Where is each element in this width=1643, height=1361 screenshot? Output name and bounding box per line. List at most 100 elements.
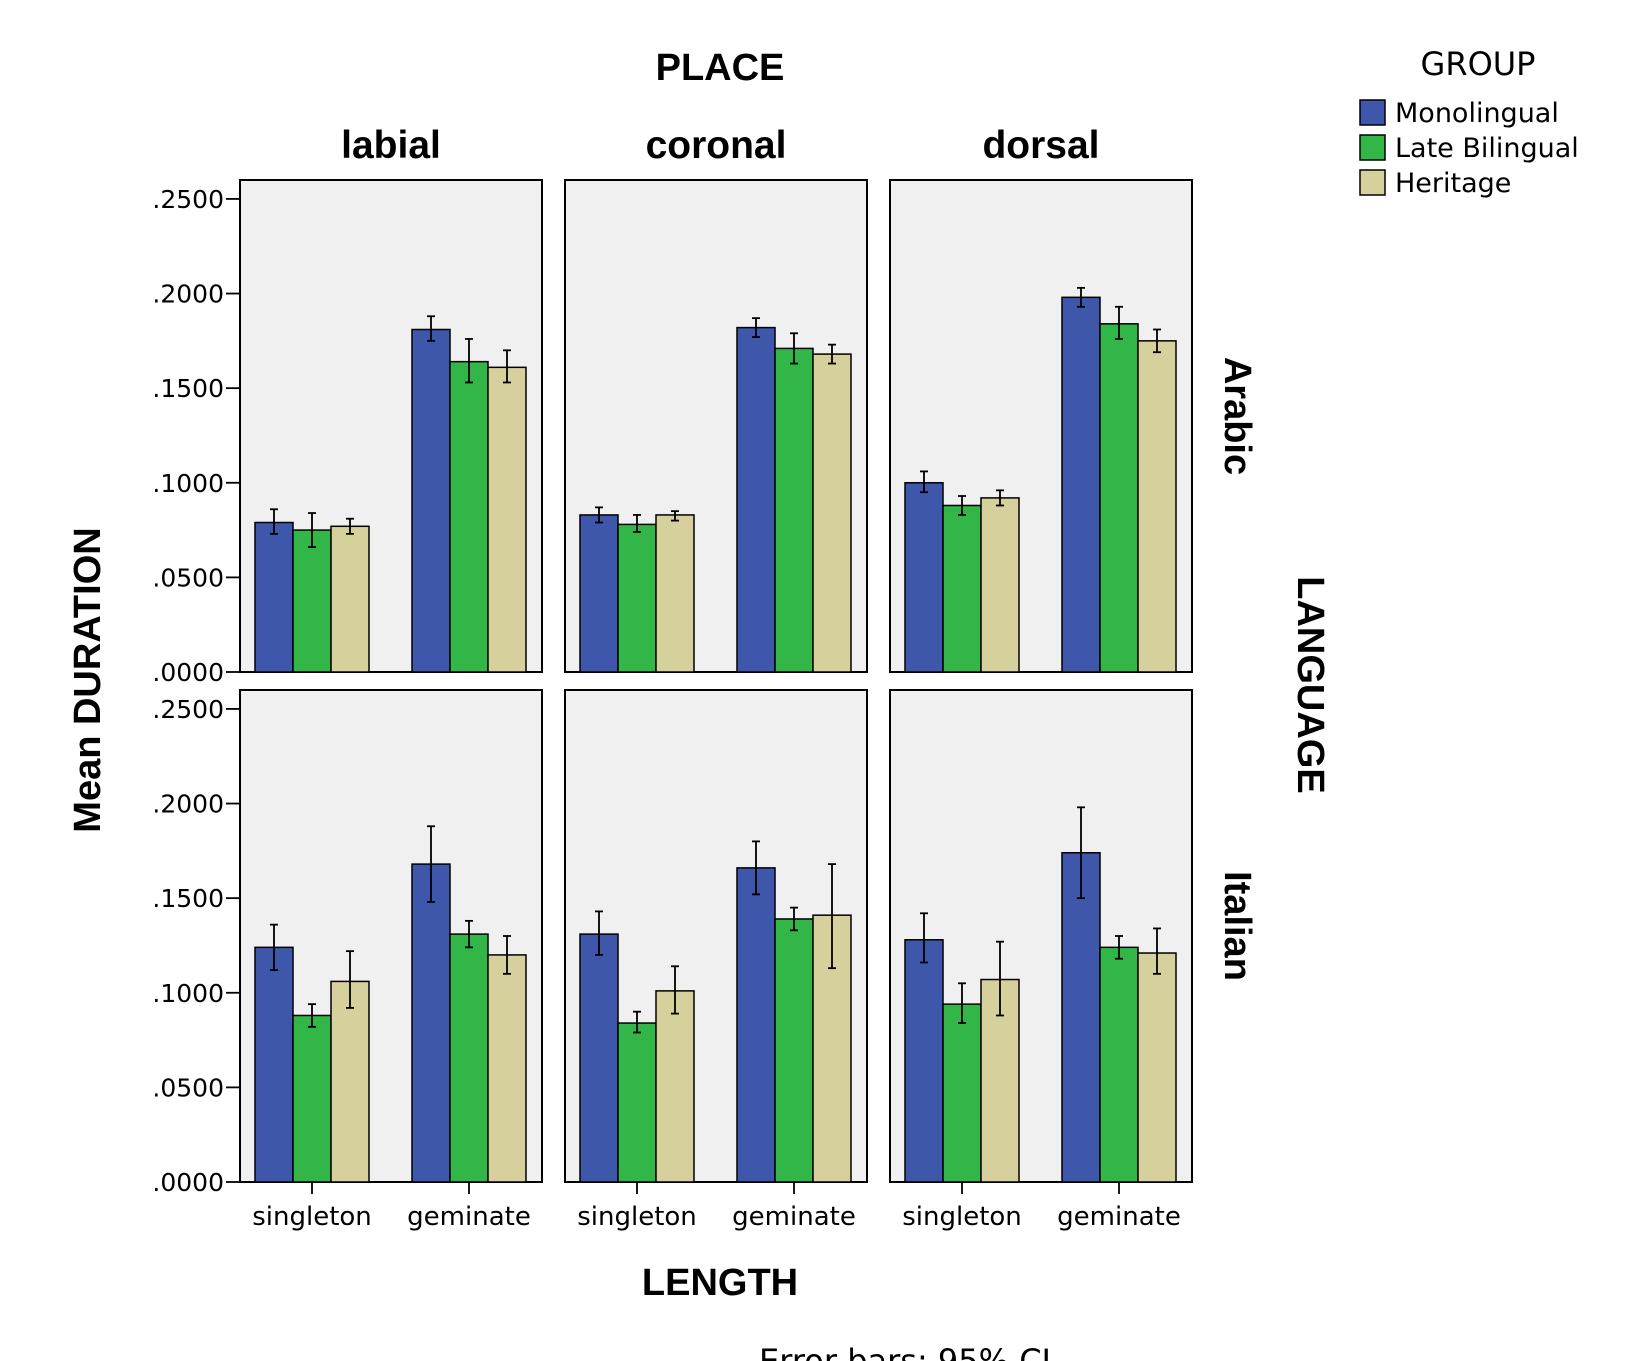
bar-singleton-heritage <box>330 980 370 1183</box>
y-tick-label: .1000 <box>152 469 224 498</box>
facet-column-label: coronal <box>646 124 787 167</box>
error-bar <box>752 317 760 338</box>
x-tick-label: singleton <box>577 1202 697 1232</box>
error-bar <box>996 940 1004 1017</box>
bar-geminate-late-bilingual <box>774 347 814 673</box>
x-tick-label: singleton <box>902 1202 1022 1232</box>
error-bar <box>958 495 966 516</box>
bar-singleton-monolingual <box>579 933 619 1183</box>
facet-row-title: LANGUAGE <box>1289 576 1331 793</box>
error-bar <box>308 1003 316 1028</box>
bar-geminate-monolingual <box>1061 296 1101 673</box>
bar-geminate-heritage <box>812 353 852 673</box>
bar-singleton-monolingual <box>579 514 619 673</box>
legend-label: Heritage <box>1395 168 1511 199</box>
error-bar <box>1115 935 1123 960</box>
x-tick-label: geminate <box>407 1202 531 1232</box>
error-bar <box>671 510 679 522</box>
facet-column-label: labial <box>341 124 441 167</box>
bar-singleton-heritage <box>655 990 695 1183</box>
bar-singleton-late-bilingual <box>617 523 657 673</box>
x-tick-label: singleton <box>252 1202 372 1232</box>
bar-geminate-monolingual <box>1061 851 1101 1183</box>
panel-italian-labial <box>239 689 543 1183</box>
bar-geminate-monolingual <box>411 863 451 1183</box>
error-bar <box>1077 286 1085 308</box>
error-bar <box>1115 305 1123 340</box>
error-bar <box>1077 806 1085 900</box>
bar-geminate-heritage <box>487 954 527 1183</box>
error-bar <box>790 906 798 932</box>
panels <box>239 179 1193 1183</box>
error-bar <box>595 910 603 956</box>
y-tick-label: .0500 <box>152 1073 224 1102</box>
bar-geminate-late-bilingual <box>449 360 489 673</box>
bar-singleton-monolingual <box>254 521 294 673</box>
error-bar <box>828 863 836 970</box>
legend-label: Monolingual <box>1395 98 1559 129</box>
y-tick-label: .2000 <box>152 280 224 309</box>
error-bar <box>427 825 435 903</box>
y-axis-title: Mean DURATION <box>67 527 109 832</box>
bar-geminate-monolingual <box>411 328 451 673</box>
error-bar <box>503 935 511 975</box>
error-bar <box>270 923 278 971</box>
legend-swatch <box>1359 169 1386 196</box>
facet-column-label: dorsal <box>982 124 1099 167</box>
error-bar <box>346 950 354 1009</box>
error-bar <box>465 338 473 384</box>
panel-italian-dorsal <box>889 689 1193 1183</box>
error-bar <box>270 508 278 535</box>
legend: GROUP Monolingual Late Bilingual Heritage <box>1359 45 1579 199</box>
bar-geminate-late-bilingual <box>1099 946 1139 1183</box>
y-tick-label: .1500 <box>152 884 224 913</box>
bar-singleton-monolingual <box>904 939 944 1183</box>
bar-singleton-late-bilingual <box>942 504 982 673</box>
error-bar <box>1153 927 1161 975</box>
facet-row-label: Italian <box>1216 871 1258 981</box>
bar-singleton-heritage <box>655 514 695 673</box>
bar-geminate-late-bilingual <box>449 933 489 1183</box>
error-bar <box>1153 328 1161 354</box>
bar-singleton-late-bilingual <box>942 1003 982 1183</box>
error-bar <box>790 332 798 365</box>
y-tick-label: .0000 <box>152 1168 224 1197</box>
y-axis-arabic: .0000 .0500 .1000 .1500 .2000 .2500 <box>152 185 240 687</box>
error-bar <box>427 315 435 342</box>
error-bar <box>346 517 354 535</box>
y-tick-label: .2000 <box>152 790 224 819</box>
y-tick-label: .2500 <box>152 185 224 214</box>
legend-label: Late Bilingual <box>1395 133 1579 164</box>
x-tick-label: geminate <box>1057 1202 1181 1232</box>
bar-singleton-monolingual <box>904 482 944 673</box>
panel-arabic-coronal <box>564 179 868 673</box>
error-bar <box>503 349 511 384</box>
legend-swatch <box>1359 134 1386 161</box>
panel-italian-coronal <box>564 689 868 1183</box>
bar-geminate-heritage <box>1137 952 1177 1183</box>
panel-arabic-dorsal <box>889 179 1193 673</box>
error-bar <box>828 343 836 365</box>
bar-geminate-heritage <box>1137 340 1177 673</box>
bar-geminate-late-bilingual <box>774 918 814 1183</box>
bar-singleton-heritage <box>330 525 370 673</box>
x-axis-title: LENGTH <box>642 1262 798 1304</box>
bar-geminate-late-bilingual <box>1099 323 1139 673</box>
error-bar-note: Error bars: 95% CI <box>759 1342 1051 1361</box>
bar-singleton-late-bilingual <box>292 1014 332 1183</box>
error-bar <box>633 514 641 533</box>
legend-title: GROUP <box>1421 45 1536 83</box>
facet-row-label: Arabic <box>1216 357 1258 475</box>
error-bar <box>752 840 760 896</box>
y-tick-label: .2500 <box>152 695 224 724</box>
legend-item-heritage: Heritage <box>1359 168 1511 199</box>
facet-column-title: PLACE <box>656 47 785 89</box>
panel-arabic-labial <box>239 179 543 673</box>
bar-singleton-monolingual <box>254 946 294 1183</box>
x-tick-label: geminate <box>732 1202 856 1232</box>
legend-item-late-bilingual: Late Bilingual <box>1359 133 1579 164</box>
y-tick-label: .1500 <box>152 374 224 403</box>
error-bar <box>465 919 473 949</box>
bar-singleton-heritage <box>980 497 1020 673</box>
bar-singleton-late-bilingual <box>292 529 332 673</box>
